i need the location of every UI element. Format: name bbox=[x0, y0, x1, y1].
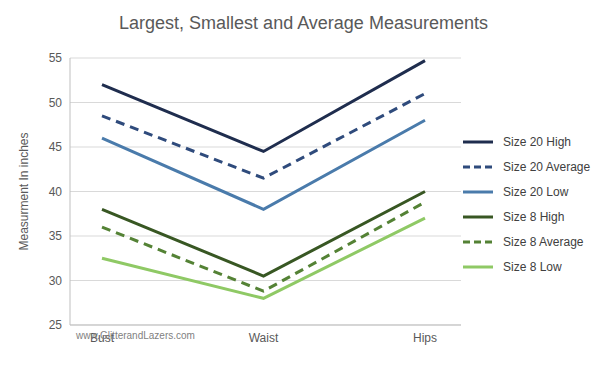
html-text:Largest, Smallest and Average: Largest, Smallest and Average Measuremen… bbox=[119, 13, 488, 33]
svg-text:45: 45 bbox=[49, 140, 63, 154]
svg-text:40: 40 bbox=[49, 185, 63, 199]
html-text:Size 20 Average: Size 20 Average bbox=[503, 160, 591, 174]
html-text:Size 20 High: Size 20 High bbox=[503, 135, 571, 149]
svg-text:25: 25 bbox=[49, 318, 63, 332]
svg-text:55: 55 bbox=[49, 51, 63, 65]
svg-text:Hips: Hips bbox=[413, 331, 437, 345]
html-text:Size 8 Average: Size 8 Average bbox=[503, 235, 584, 249]
html-text:Size 8 High: Size 8 High bbox=[503, 210, 565, 224]
svg-text:Waist: Waist bbox=[249, 331, 279, 345]
html-text:Size 8 Low: Size 8 Low bbox=[503, 260, 562, 274]
svg-text:Measurment In inches: Measurment In inches bbox=[17, 132, 31, 250]
html-text:Size 20 Low: Size 20 Low bbox=[503, 185, 569, 199]
svg-text:30: 30 bbox=[49, 274, 63, 288]
svg-text:35: 35 bbox=[49, 229, 63, 243]
html-text:www.GlitterandLazers.com: www.GlitterandLazers.com bbox=[76, 330, 195, 341]
svg-text:50: 50 bbox=[49, 96, 63, 110]
